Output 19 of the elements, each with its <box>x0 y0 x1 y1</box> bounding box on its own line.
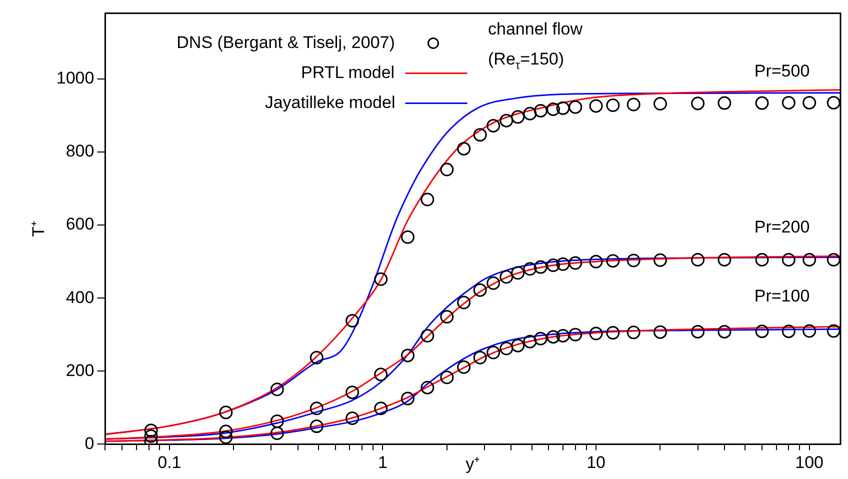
y-tick-label: 0 <box>84 434 94 453</box>
x-tick-label: 1 <box>378 453 388 472</box>
legend-label: DNS (Bergant & Tiselj, 2007) <box>176 32 395 52</box>
y-tick-label: 600 <box>66 214 94 234</box>
annotation: Pr=500 <box>754 62 810 81</box>
y-tick-label: 1000 <box>56 68 94 88</box>
x-tick-label: 100 <box>795 453 824 472</box>
annotation: Pr=100 <box>754 286 810 306</box>
annotation: channel flow <box>488 20 584 39</box>
x-tick-label: 0.1 <box>158 453 182 472</box>
y-axis-title: T⁺ <box>28 220 48 237</box>
x-axis-title: y⁺ <box>466 454 480 474</box>
y-tick-label: 400 <box>66 288 94 307</box>
legend-label: PRTL model <box>301 62 395 82</box>
y-tick-label: 800 <box>66 142 94 161</box>
y-tick-label: 200 <box>66 360 94 380</box>
x-tick-label: 10 <box>586 453 606 472</box>
legend-label: Jayatilleke model <box>264 92 396 112</box>
annotation: Pr=200 <box>754 218 810 237</box>
